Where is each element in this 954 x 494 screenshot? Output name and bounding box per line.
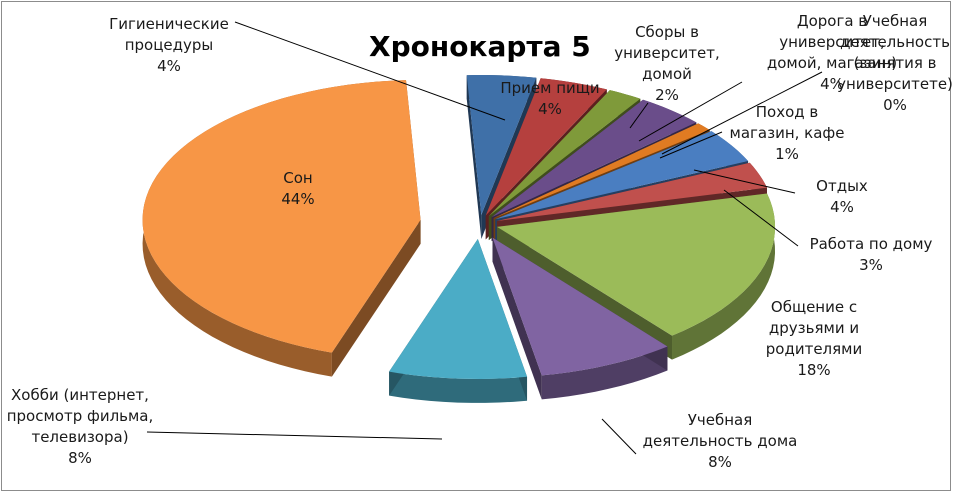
chart-title: Хронокарта 5 bbox=[369, 30, 591, 63]
pie-slice-side bbox=[541, 346, 668, 400]
pie-slice-top bbox=[496, 162, 767, 222]
pie-slice-top bbox=[491, 99, 697, 218]
leader-line bbox=[693, 169, 796, 194]
leader-line bbox=[661, 71, 823, 155]
leader-line bbox=[234, 21, 506, 121]
leader-line bbox=[659, 131, 723, 159]
pie-slice-top bbox=[495, 131, 749, 220]
leader-line bbox=[629, 102, 649, 129]
slice-label: Прием пищи 4% bbox=[500, 79, 599, 118]
slice-label: Гигиенические процедуры 4% bbox=[109, 15, 229, 75]
pie-slice-top bbox=[492, 237, 668, 376]
slice-label: Работа по дому 3% bbox=[810, 235, 933, 274]
pie-slice-wall bbox=[492, 237, 542, 400]
slice-label: Учебная деятельность дома 8% bbox=[643, 411, 798, 471]
pie-slice-top bbox=[466, 75, 537, 216]
slice-label: Хобби (интернет, просмотр фильма, телевизо… bbox=[7, 386, 154, 467]
slice-label: Учебная деятельность (занятия в университет… bbox=[837, 12, 952, 114]
pie-slice-top bbox=[142, 80, 421, 353]
pie-slice-side bbox=[389, 371, 528, 403]
slice-label: Сборы в университет, домой 2% bbox=[614, 23, 720, 104]
pie-slice-top bbox=[497, 193, 776, 336]
pie-slice bbox=[389, 238, 528, 403]
slice-label: Поход в магазин, кафе 1% bbox=[730, 103, 845, 163]
slice-label: Общение с друзьями и родителями 18% bbox=[766, 298, 862, 379]
pie-slice-top bbox=[488, 90, 641, 217]
slice-label: Дорога в университет, домой, магазин) 4% bbox=[767, 12, 897, 93]
leader-line bbox=[601, 418, 637, 455]
leader-line bbox=[146, 431, 443, 440]
pie-slice-wall bbox=[331, 219, 421, 377]
slice-label: Отдых 4% bbox=[816, 177, 868, 216]
pie-slice-top bbox=[493, 123, 710, 219]
pie-slice-side bbox=[672, 193, 776, 360]
pie-slice-top bbox=[389, 238, 528, 379]
pie-slice bbox=[142, 80, 421, 377]
pie-slice-wall bbox=[466, 75, 482, 240]
slice-label: Сон 44% bbox=[281, 169, 314, 208]
leader-line bbox=[723, 189, 799, 247]
pie-slice-top bbox=[485, 78, 607, 216]
leader-line bbox=[638, 81, 743, 142]
pie-slice bbox=[492, 237, 668, 400]
